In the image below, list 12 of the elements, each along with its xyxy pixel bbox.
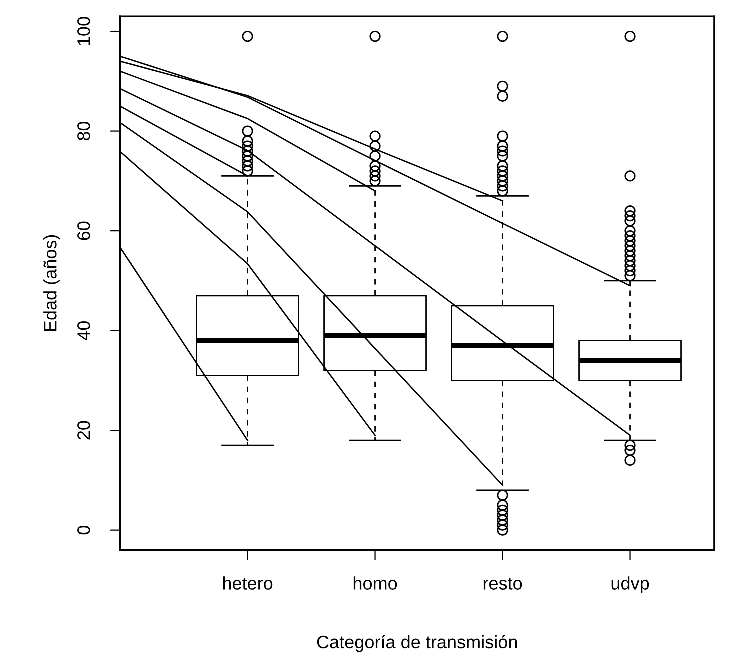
y-tick-label: 60 [78, 222, 90, 240]
x-tick-label: resto [484, 578, 522, 590]
y-tick-label: 20 [78, 421, 90, 440]
x-axis-title: Categoría de transmisión [317, 635, 518, 652]
x-tick-label: udvp [612, 576, 650, 594]
y-tick-label: 100 [78, 17, 90, 46]
y-tick-label: 80 [78, 122, 90, 141]
y-tick-label: 40 [78, 321, 90, 340]
y-axis-title: Edad (años) [44, 235, 60, 332]
x-tick-label: homo [354, 576, 398, 590]
x-tick-label: hetero [223, 576, 273, 590]
y-tick-label: 0 [78, 526, 90, 535]
